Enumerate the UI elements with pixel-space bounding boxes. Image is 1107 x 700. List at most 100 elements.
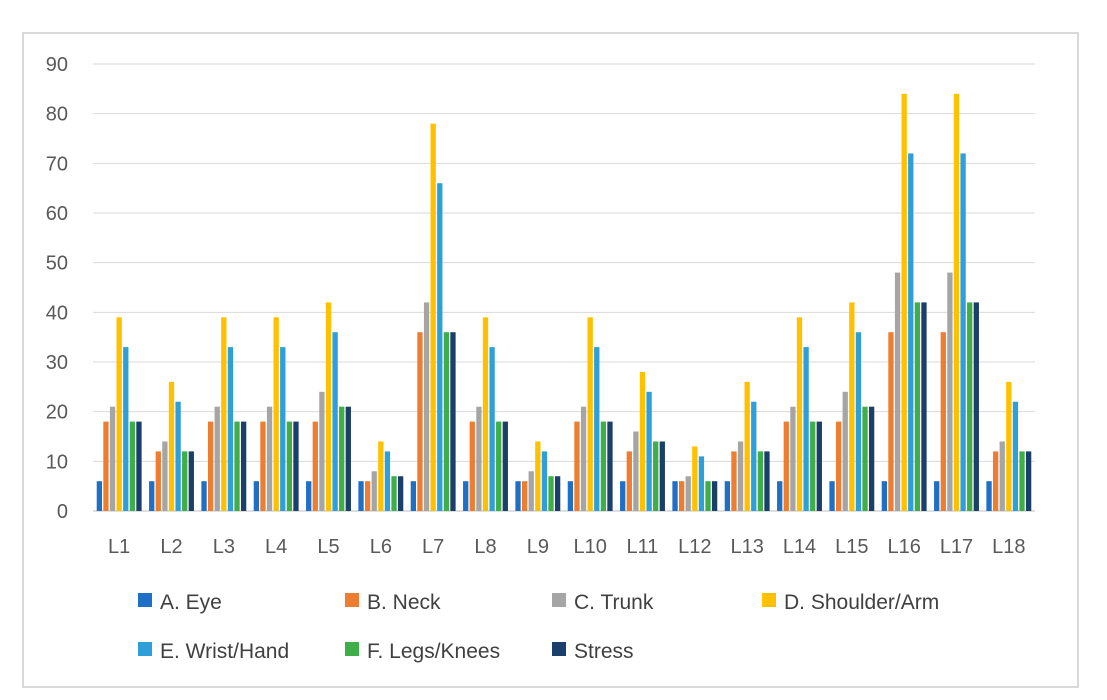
bar-l1-series-5 (123, 347, 129, 511)
bar-l12-series-2 (678, 481, 685, 511)
bar-l15-series-2 (835, 421, 842, 511)
bar-l7-series-5 (437, 183, 443, 511)
bar-l16-series-7 (921, 302, 927, 511)
bar-l1-series-7 (136, 421, 142, 511)
bar-l12-series-7 (711, 481, 718, 511)
bar-l15-series-7 (868, 406, 875, 511)
bar-l9-series-1 (515, 481, 521, 511)
bar-l17-series-3 (947, 272, 953, 511)
bar-l8-series-3 (476, 406, 482, 511)
bar-l3-series-2 (207, 421, 214, 511)
bar-l13-series-5 (751, 401, 757, 511)
bar-l3-series-3 (214, 406, 220, 511)
bar-l7-series-6 (443, 332, 450, 511)
bars (96, 93, 1032, 512)
x-tick-label-l6: L6 (370, 536, 392, 558)
bar-l11-series-4 (639, 371, 646, 511)
bar-l14-series-1 (777, 481, 783, 511)
bar-l9-series-7 (554, 476, 561, 511)
y-tick-label: 0 (57, 501, 68, 523)
bar-l5-series-3 (319, 391, 325, 511)
x-tick-label-l18: L18 (992, 536, 1025, 558)
y-tick-label: 80 (46, 104, 68, 126)
bar-l11-series-6 (653, 441, 659, 511)
bar-l17-series-6 (967, 302, 973, 511)
bar-l4-series-5 (280, 347, 286, 511)
bar-l16-series-1 (881, 481, 888, 511)
x-tick-label-l10: L10 (573, 536, 606, 558)
bar-l18-series-2 (992, 451, 999, 511)
bar-l6-series-1 (358, 481, 364, 511)
bar-l14-series-7 (816, 421, 822, 511)
bar-l4-series-1 (253, 481, 260, 511)
bar-l3-series-6 (234, 421, 240, 511)
bar-l17-series-5 (960, 153, 966, 511)
x-tick-label-l8: L8 (474, 536, 496, 558)
bar-l18-series-3 (999, 441, 1005, 511)
bar-l7-series-7 (450, 332, 456, 511)
legend-swatch-series-5 (138, 642, 152, 656)
bar-l13-series-7 (764, 451, 770, 511)
bar-l8-series-7 (502, 421, 508, 511)
x-axis: L1 L2 L3 L4 L5 L6 L7 L8 L9 L10 L11 L12 L13 L14 L15 L16 L… (108, 536, 1025, 558)
y-tick-label: 20 (46, 402, 68, 424)
bar-l16-series-2 (888, 332, 894, 511)
bar-l7-series-1 (410, 481, 417, 511)
bar-l2-series-2 (155, 451, 161, 511)
x-tick-label-l12: L12 (678, 536, 711, 558)
bar-l13-series-4 (744, 381, 750, 511)
bar-l3-series-5 (227, 347, 234, 511)
bar-l8-series-5 (489, 347, 495, 511)
legend-swatch-series-3 (552, 593, 566, 607)
bar-l4-series-3 (266, 406, 273, 511)
bar-l10-series-4 (587, 317, 593, 511)
bar-l5-series-1 (306, 481, 312, 511)
legend: A. Eye B. Neck C. Trunk D. Shoulder/Arm E. W… (138, 591, 939, 663)
bar-l2-series-5 (175, 401, 181, 511)
y-tick-label: 90 (46, 54, 68, 76)
bar-l13-series-3 (737, 441, 744, 511)
bar-l2-series-6 (182, 451, 188, 511)
bar-l6-series-3 (371, 471, 377, 511)
legend-label-series-7: Stress (574, 640, 634, 663)
bar-l4-series-6 (286, 421, 293, 511)
bar-l18-series-1 (986, 481, 992, 511)
bar-l9-series-2 (521, 481, 528, 511)
bar-l16-series-5 (908, 153, 914, 511)
legend-label-series-1: A. Eye (160, 591, 222, 614)
legend-label-series-6: F. Legs/Knees (367, 640, 500, 663)
bar-l12-series-4 (692, 446, 698, 511)
x-tick-label-l17: L17 (940, 536, 973, 558)
x-tick-label-l13: L13 (730, 536, 763, 558)
bar-l5-series-5 (332, 332, 338, 511)
bar-l14-series-6 (810, 421, 816, 511)
bar-l6-series-4 (378, 441, 384, 511)
bar-l7-series-3 (423, 302, 430, 511)
bar-l11-series-5 (646, 391, 652, 511)
x-tick-label-l4: L4 (265, 536, 287, 558)
y-tick-label: 30 (46, 352, 68, 374)
bar-l15-series-6 (862, 406, 868, 511)
bar-l8-series-4 (482, 317, 489, 511)
bar-l15-series-4 (849, 302, 855, 511)
y-axis: 0 10 20 30 40 50 60 70 80 90 (46, 54, 68, 523)
bar-l9-series-6 (548, 476, 554, 511)
bar-l15-series-1 (829, 481, 835, 511)
y-tick-label: 70 (46, 153, 68, 175)
bar-l6-series-6 (391, 476, 397, 511)
bar-l3-series-7 (240, 421, 247, 511)
y-tick-label: 50 (46, 253, 68, 275)
bar-l16-series-6 (914, 302, 921, 511)
bar-l8-series-6 (496, 421, 502, 511)
x-tick-label-l7: L7 (422, 536, 444, 558)
bar-l17-series-1 (934, 481, 940, 511)
bar-l10-series-2 (574, 421, 580, 511)
bar-l14-series-3 (790, 406, 796, 511)
bar-l15-series-3 (842, 391, 848, 511)
bar-l5-series-7 (345, 406, 351, 511)
bar-l12-series-5 (698, 456, 705, 511)
bar-l17-series-2 (940, 332, 946, 511)
bar-l10-series-1 (567, 481, 574, 511)
y-tick-label: 40 (46, 302, 68, 324)
bar-l11-series-3 (633, 431, 639, 511)
